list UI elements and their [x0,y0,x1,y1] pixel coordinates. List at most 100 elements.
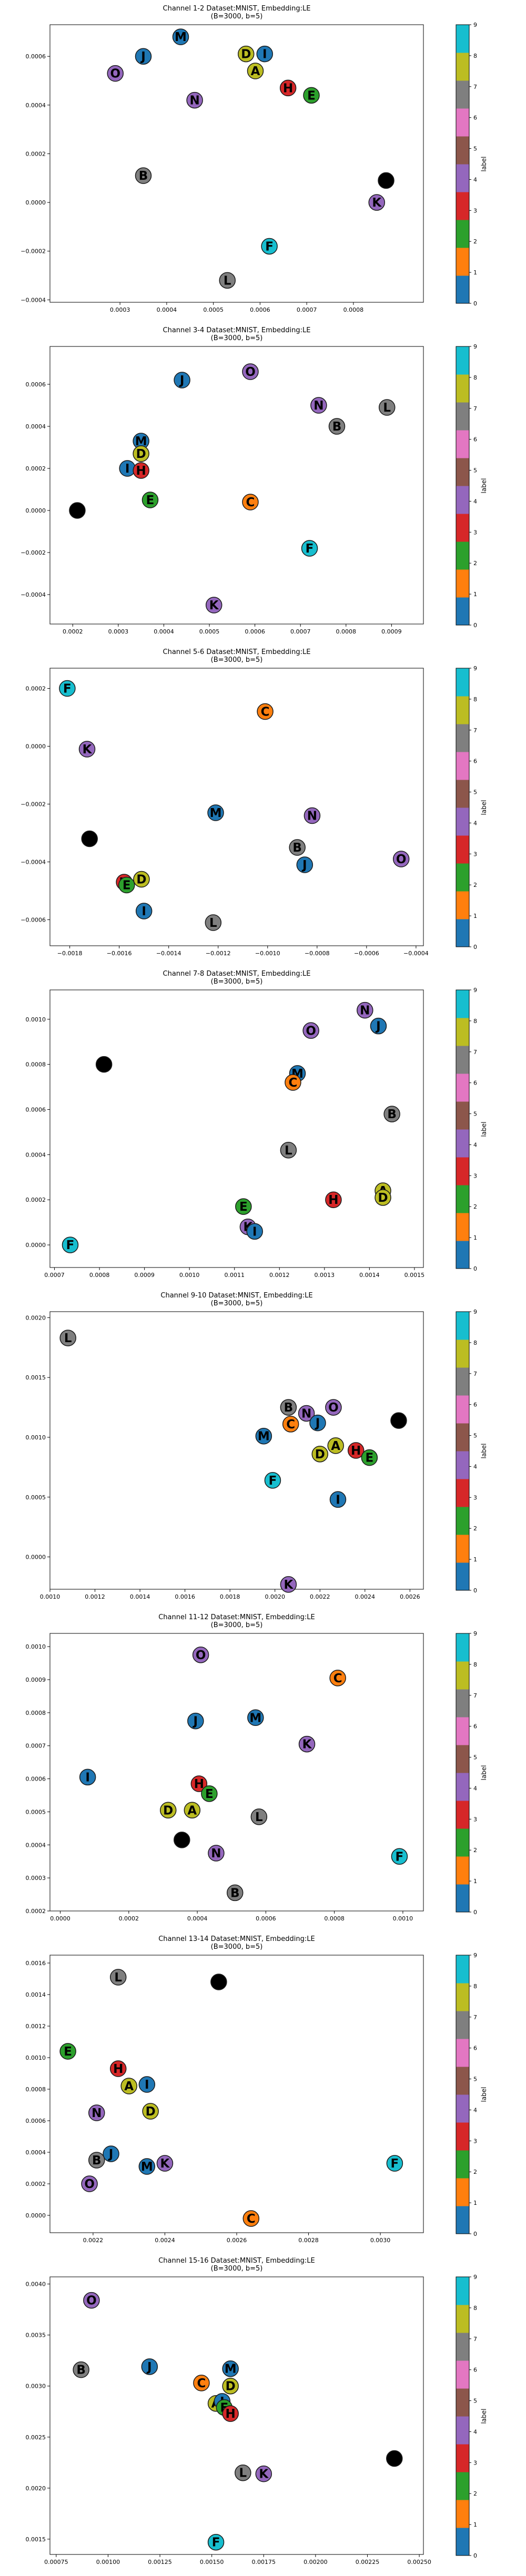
point-label: A [124,2080,134,2093]
y-tick-label: 0.0010 [26,2054,46,2061]
colorbar-segment [456,1185,469,1213]
data-point-M: M [172,28,189,45]
point-marker [81,2175,98,2192]
x-tick-label: 0.0008 [324,1915,345,1922]
colorbar-frame [456,1633,470,1913]
point-marker [133,871,150,888]
point-marker [325,1191,342,1208]
y-tick-label: 0.0009 [26,1677,46,1683]
point-label: A [251,65,260,78]
colorbar-segment [456,863,469,892]
colorbar-segment [456,2178,469,2206]
data-point-F: F [59,680,76,697]
x-tick-label: 0.0006 [256,1915,276,1922]
colorbar-tick-label: 3 [473,1172,477,1179]
point-marker [133,462,149,479]
colorbar-segment [456,1856,469,1885]
point-marker [79,1769,96,1786]
colorbar-tick-label: 0 [473,622,477,629]
y-tick-label: 0.0008 [26,2086,46,2093]
colorbar-frame [456,668,470,947]
point-label: N [313,399,323,413]
point-label: K [372,196,382,210]
data-point-C: C [285,1074,301,1091]
point-marker [347,1442,365,1459]
data-point-E: E [118,876,135,894]
point-label: C [197,2377,206,2390]
point-label: K [160,2157,170,2171]
point-label: B [284,1401,294,1415]
y-tick-label: 0.0002 [26,686,46,692]
colorbar-tick-label: 7 [473,1049,477,1056]
colorbar-tick-label: 4 [473,1785,477,1792]
point-label: G [214,1976,224,1989]
data-point-M: M [138,2158,156,2175]
y-tick-label: 0.0020 [26,2485,46,2492]
colorbar-segment [456,25,469,53]
x-tick-label: 0.0007 [297,306,317,313]
colorbar-tick-label: 3 [473,851,477,857]
point-label: M [141,2160,153,2174]
colorbar-frame [456,24,470,304]
x-tick-label: −0.0008 [305,950,330,957]
data-point-O: O [192,1647,209,1663]
x-tick-label: −0.0010 [255,950,280,957]
y-tick-label: 0.0000 [26,1554,46,1561]
x-tick-label: 0.0004 [187,1915,208,1922]
point-label: E [205,1787,214,1801]
point-label: O [328,1401,339,1415]
chart-title: (B=3000, b=5) [211,1300,263,1307]
point-label: D [146,2105,156,2119]
colorbar-tick-label: 9 [473,343,477,350]
point-marker [142,2103,159,2120]
point-marker [138,2158,156,2175]
point-marker [255,2465,272,2482]
data-point-N: N [208,1845,225,1862]
data-point-K: K [368,194,385,211]
point-marker [103,2145,119,2162]
point-marker [370,1017,387,1035]
data-point-G: G [390,1412,407,1429]
x-tick-label: 0.0006 [250,306,270,313]
data-point-O: O [325,1399,342,1416]
data-point-D: D [159,1802,177,1819]
chart-title: Channel 15-16 Dataset:MNIST, Embedding:L… [158,2257,315,2265]
x-tick-label: 0.0004 [157,306,177,313]
point-marker [88,2152,105,2169]
colorbar-tick-label: 1 [473,269,477,276]
x-tick-label: 0.0008 [343,306,364,313]
data-point-D: D [133,871,150,888]
data-point-A: A [327,1437,344,1454]
colorbar-tick-label: 6 [473,2367,477,2374]
data-point-L: L [378,399,396,416]
colorbar-label: label [480,1121,488,1137]
data-point-K: K [205,597,222,614]
colorbar-label: label [480,2408,488,2424]
data-point-K: K [298,1735,316,1753]
y-tick-label: 0.0004 [26,1151,46,1158]
point-label: I [262,48,267,62]
point-label: G [389,2452,399,2466]
colorbar-tick-label: 8 [473,53,477,59]
colorbar-segment [456,2416,469,2445]
point-marker [69,502,86,519]
colorbar-tick-label: 4 [473,1141,477,1148]
point-label: D [136,447,146,461]
colorbar-segment [456,2444,469,2472]
x-tick-label: 0.0030 [370,2237,391,2244]
colorbar-tick-label: 8 [473,696,477,703]
data-point-M: M [222,2360,239,2377]
colorbar-tick-label: 5 [473,2398,477,2405]
colorbar-tick-label: 1 [473,591,477,598]
colorbar-tick-label: 7 [473,727,477,734]
chart-title: Channel 1-2 Dataset:MNIST, Embedding:LE [163,5,311,13]
y-tick-label: 0.0030 [26,2383,46,2390]
point-marker [174,372,190,389]
colorbar-label: label [480,156,488,171]
point-marker [88,2104,105,2121]
colorbar-tick-label: 8 [473,1018,477,1025]
point-marker [383,1106,400,1122]
colorbar-segment [456,1562,469,1591]
data-point-G: G [174,1832,190,1848]
y-tick-label: 0.0010 [26,1643,46,1650]
